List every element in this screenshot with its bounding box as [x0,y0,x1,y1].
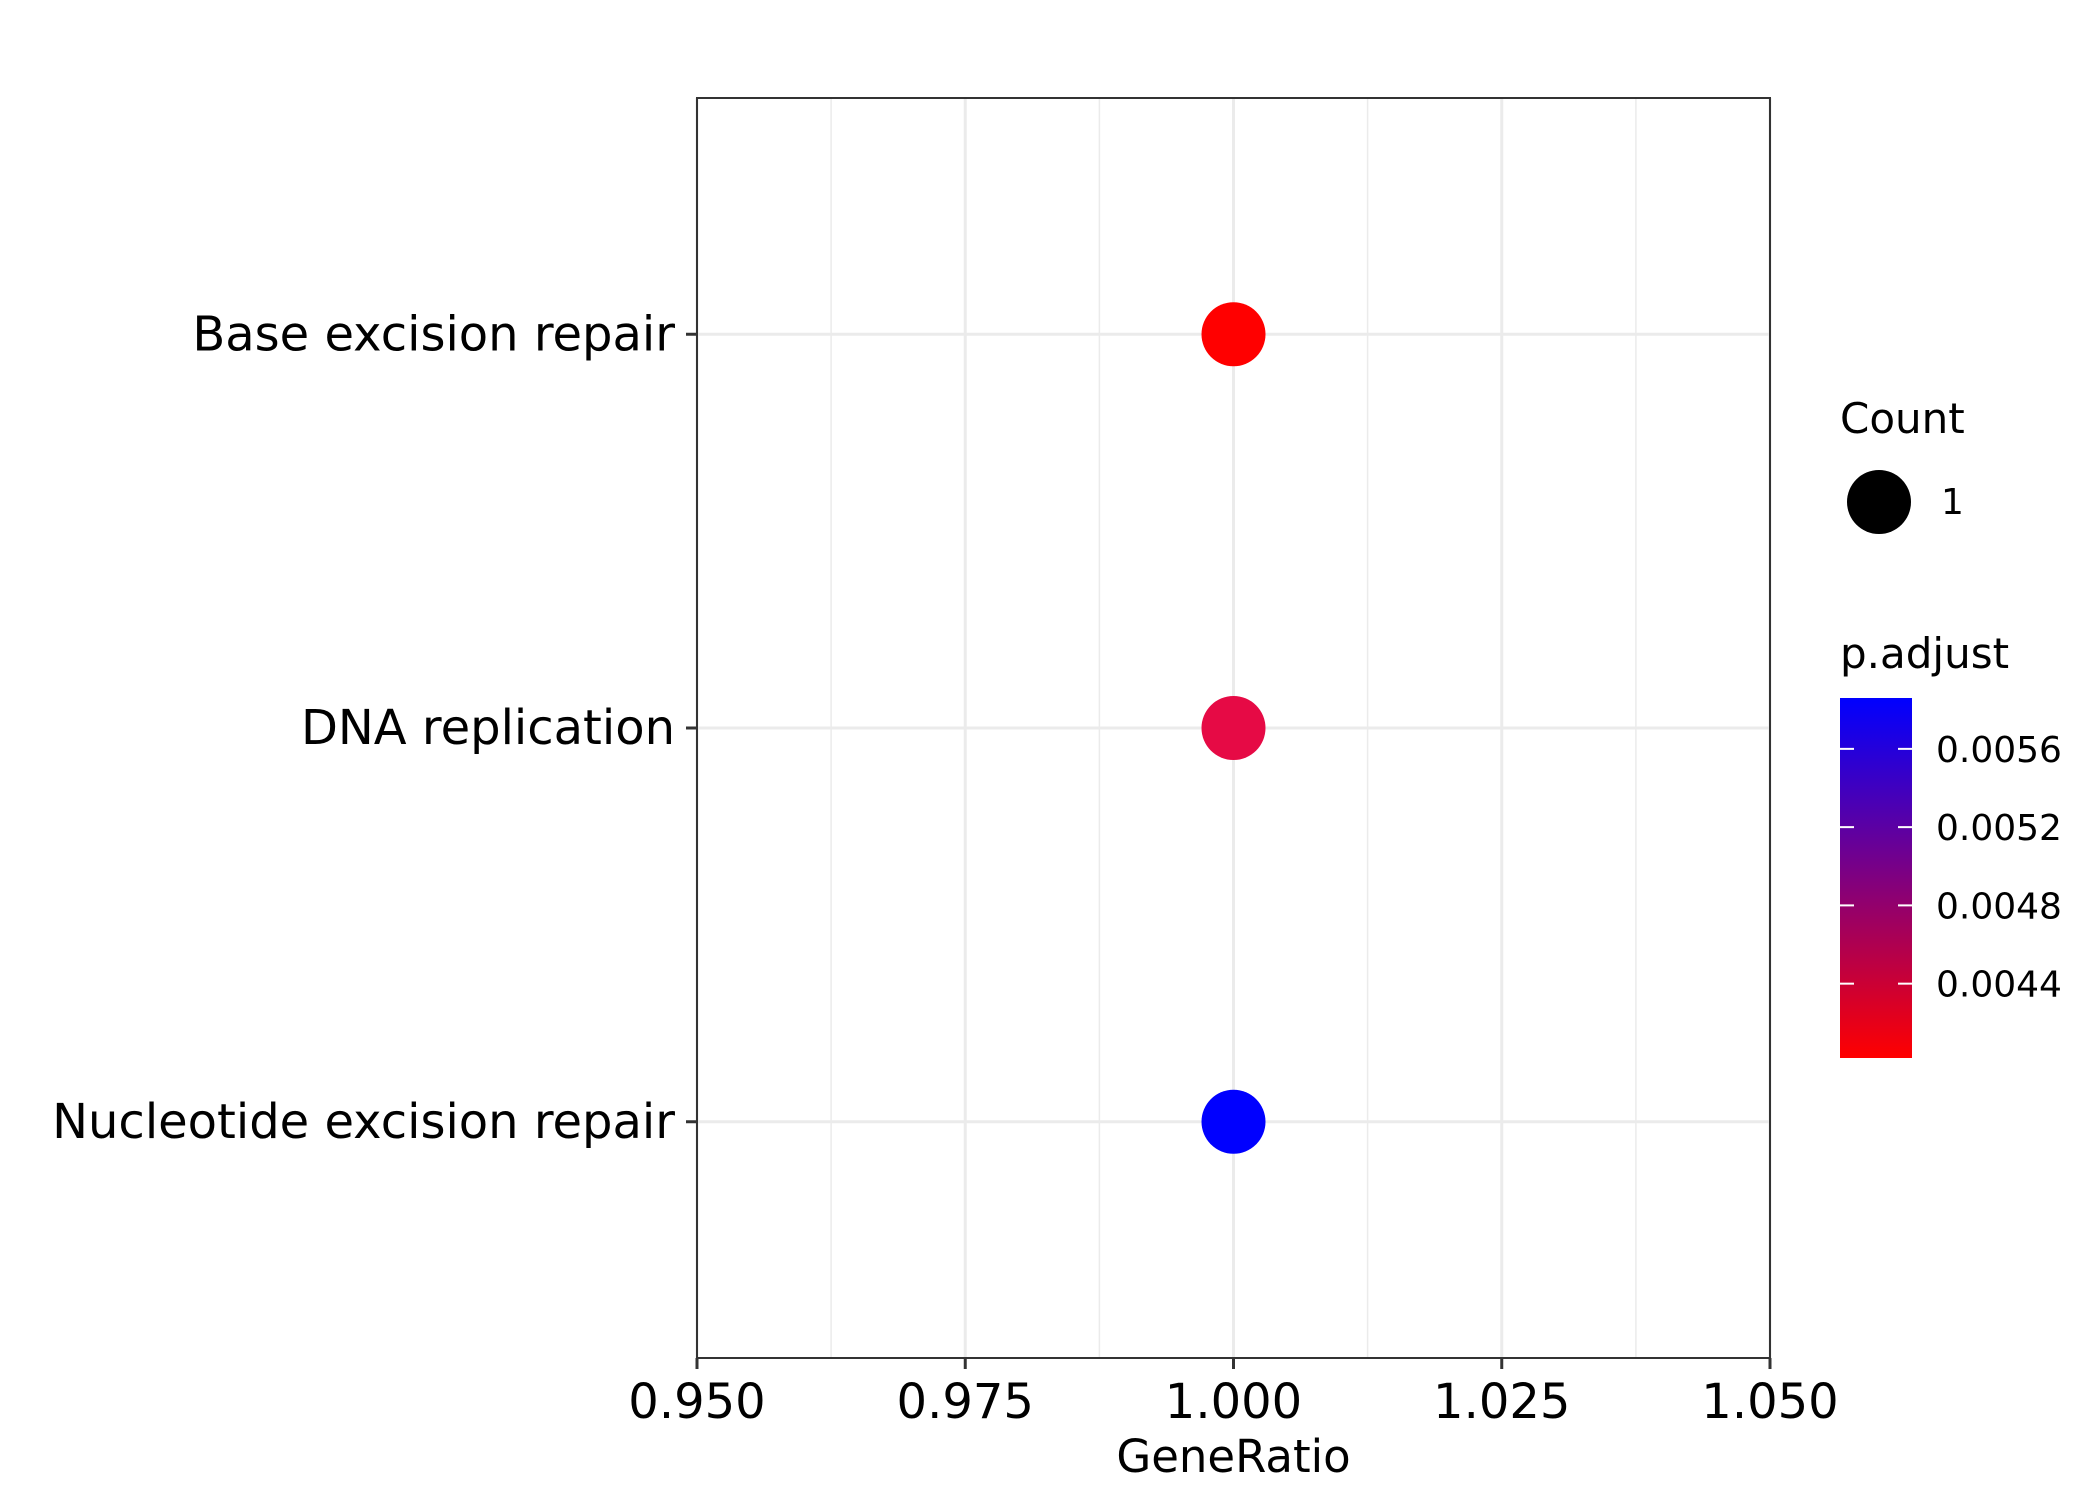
y-tick-label: Base excision repair [192,306,675,362]
size-legend-title: Count [1840,394,1965,443]
size-legend-key [1847,470,1911,534]
x-tick-label: 1.025 [1433,1374,1570,1430]
data-point [1201,1089,1266,1154]
x-axis: 0.950 0.975 1.000 1.025 1.050 [628,1358,1839,1430]
color-legend-title: p.adjust [1840,629,2009,678]
data-point [1201,302,1266,367]
y-axis: Base excision repair DNA replication Nucle… [52,306,697,1150]
x-tick-label: 0.975 [897,1374,1034,1430]
x-tick-label: 1.050 [1701,1374,1838,1430]
colorbar-tick-label: 0.0056 [1936,730,2062,771]
color-legend: p.adjust 0.0044 0.0048 0.0052 0.0056 [1840,629,2062,1058]
colorbar [1840,698,1912,1058]
x-tick-label: 1.000 [1165,1374,1302,1430]
x-tick-label: 0.950 [628,1374,765,1430]
points [1201,302,1266,1154]
colorbar-tick-label: 0.0048 [1936,886,2062,927]
y-tick-label: DNA replication [301,700,675,756]
colorbar-tick-label: 0.0044 [1936,965,2062,1006]
size-legend: Count 1 [1840,394,1965,534]
size-legend-label: 1 [1941,482,1964,523]
data-point [1201,696,1266,760]
y-tick-label: Nucleotide excision repair [52,1094,675,1150]
colorbar-tick-label: 0.0052 [1936,808,2062,849]
x-axis-title: GeneRatio [1116,1430,1350,1483]
